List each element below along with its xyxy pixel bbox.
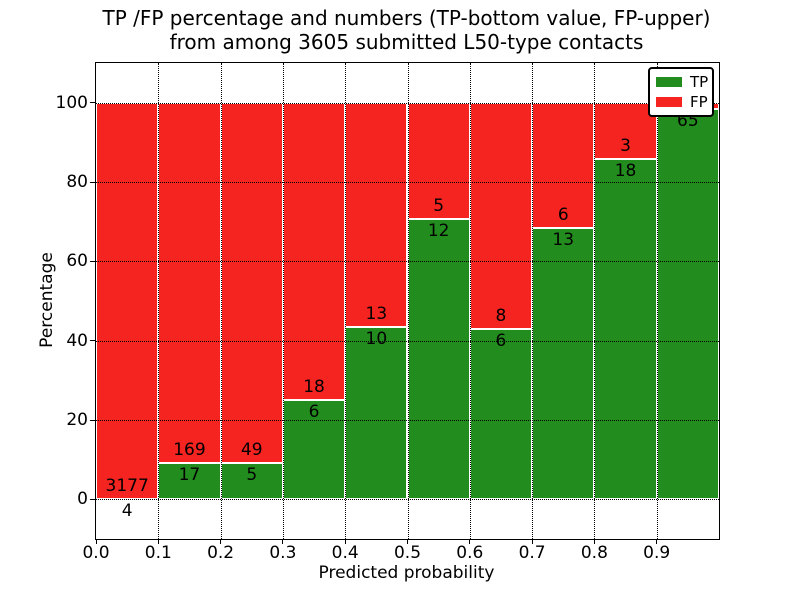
x-axis-label: Predicted probability — [318, 563, 495, 583]
legend: TP FP — [648, 67, 714, 117]
x-tick-mark — [656, 539, 658, 544]
x-tick-mark — [407, 539, 408, 544]
tp-count-label-1: 17 — [178, 465, 201, 486]
y-tick-mark — [90, 340, 95, 342]
y-tick-label: 0 — [77, 489, 88, 510]
x-tick-label: 0.7 — [518, 543, 546, 563]
y-axis-label: Percentage — [37, 252, 57, 348]
y-tick-mark — [90, 102, 95, 104]
bar-segment-tp-6 — [469, 329, 533, 500]
fp-count-label-0: 3177 — [105, 475, 149, 496]
x-tick-mark — [157, 539, 159, 544]
bar-segment-fp-4 — [345, 102, 408, 327]
chart-title-line2: from among 3605 submitted L50-type conta… — [169, 30, 644, 54]
bar-segment-tp-8 — [594, 159, 657, 500]
x-tick-mark — [95, 539, 97, 544]
x-tick-label: 0.4 — [331, 543, 359, 563]
legend-entry-tp: TP — [650, 72, 712, 92]
tp-count-label-7: 13 — [552, 229, 575, 250]
gridline-horizontal — [96, 261, 719, 263]
tp-count-label-8: 18 — [614, 161, 637, 182]
fp-count-label-2: 49 — [240, 439, 263, 460]
gridline-vertical — [407, 63, 409, 539]
x-tick-mark — [220, 539, 222, 544]
x-tick-label: 0.8 — [580, 543, 608, 563]
tp-count-label-3: 6 — [308, 402, 320, 423]
gridline-vertical — [469, 63, 471, 539]
y-tick-mark — [90, 260, 95, 262]
gridline-vertical — [532, 63, 534, 539]
y-tick-mark — [90, 419, 95, 421]
gridline-vertical — [656, 63, 658, 539]
x-tick-label: 0.3 — [269, 543, 297, 563]
x-tick-mark — [531, 539, 533, 544]
x-tick-label: 0.0 — [82, 543, 110, 563]
bar-segment-tp-4 — [345, 326, 408, 500]
tp-count-label-0: 4 — [121, 500, 133, 521]
gridline-horizontal — [96, 420, 719, 421]
fp-count-label-8: 3 — [620, 136, 631, 157]
gridline-horizontal — [96, 182, 719, 183]
legend-entry-fp: FP — [650, 92, 712, 112]
bar-segment-tp-1 — [158, 463, 221, 500]
fp-count-label-1: 169 — [173, 440, 206, 461]
bar-segment-fp-7 — [532, 102, 595, 228]
gridline-vertical — [282, 63, 284, 539]
bar-segment-tp-7 — [532, 227, 595, 500]
y-tick-label: 100 — [55, 92, 88, 113]
legend-swatch-tp — [656, 77, 682, 87]
bar-segment-tp-9 — [656, 108, 719, 500]
x-tick-label: 0.2 — [207, 543, 235, 563]
gridline-vertical — [220, 63, 222, 539]
x-tick-mark — [282, 539, 284, 544]
chart-title-line1: TP /FP percentage and numbers (TP-bottom… — [102, 6, 711, 30]
y-tick-label: 40 — [66, 330, 88, 351]
x-tick-mark — [593, 539, 595, 544]
y-tick-mark — [90, 181, 95, 183]
bar-segment-fp-1 — [158, 102, 221, 464]
legend-label-tp: TP — [690, 73, 709, 91]
x-tick-mark — [344, 539, 346, 544]
bar-segment-fp-8 — [594, 102, 657, 160]
tp-count-label-6: 6 — [495, 331, 507, 352]
bar-segment-fp-3 — [282, 102, 346, 401]
fp-count-label-4: 13 — [365, 303, 388, 324]
y-tick-label: 80 — [66, 172, 88, 192]
gridline-horizontal — [96, 102, 719, 104]
bar-segment-fp-0 — [96, 102, 159, 499]
plot-area: 0.0 0.1 0.2 0.3 0.4 0.5 0.6 0.7 0.8 0.9 0 20 40 60 80 1… — [56, 62, 720, 563]
fp-count-label-7: 6 — [557, 204, 569, 225]
x-tick-label: 0.5 — [393, 543, 422, 563]
legend-label-fp: FP — [690, 93, 708, 111]
bar-segment-tp-3 — [282, 400, 346, 500]
legend-swatch-fp — [656, 97, 682, 107]
gridline-vertical — [594, 63, 596, 539]
tp-count-label-5: 12 — [427, 221, 450, 242]
y-tick-label: 60 — [66, 251, 88, 272]
bar-segment-tp-5 — [407, 219, 470, 500]
fp-count-label-3: 18 — [303, 377, 325, 398]
gridline-vertical — [158, 63, 160, 539]
fp-count-label-5: 5 — [433, 196, 445, 217]
gridline-horizontal — [96, 499, 719, 501]
gridline-horizontal — [96, 340, 719, 342]
x-tick-mark — [469, 539, 471, 544]
gridline-vertical — [345, 63, 347, 539]
x-tick-label: 0.6 — [456, 543, 484, 563]
bar-segment-fp-6 — [469, 102, 533, 330]
bar-segment-fp-2 — [220, 102, 283, 463]
y-tick-mark — [90, 498, 95, 500]
tp-count-label-4: 10 — [365, 328, 388, 349]
fp-count-label-6: 8 — [495, 306, 507, 327]
tp-count-label-2: 5 — [246, 464, 258, 485]
x-tick-label: 0.1 — [144, 543, 172, 563]
x-tick-label: 0.9 — [643, 543, 671, 563]
y-tick-label: 20 — [66, 410, 88, 430]
